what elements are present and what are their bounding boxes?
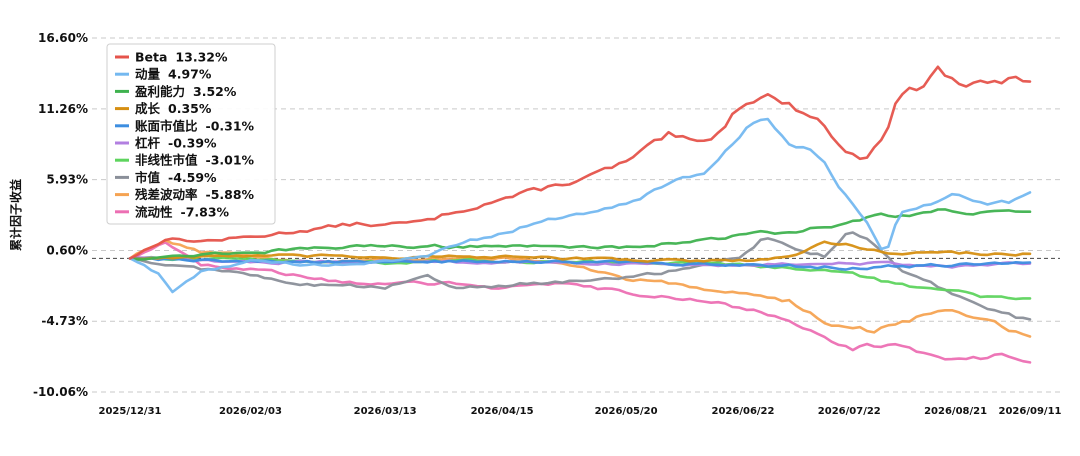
legend-series-value: 4.97% — [168, 67, 212, 82]
legend-series-name: 残差波动率 — [135, 187, 198, 202]
legend-series-name: 盈利能力 — [134, 84, 185, 99]
x-tick-label: 2026/02/03 — [219, 406, 282, 417]
legend-series-name: 成长 — [135, 101, 161, 116]
legend-series-value: -4.59% — [168, 170, 217, 185]
x-tick-label: 2026/08/21 — [924, 406, 987, 417]
y-axis-label: 累计因子收益 — [8, 179, 23, 251]
series-line — [128, 208, 1032, 261]
legend-series-value: -5.88% — [206, 187, 255, 202]
legend-entry: 盈利能力 3.52% — [134, 84, 237, 99]
series-lines — [128, 65, 1032, 364]
legend-series-name: Beta — [135, 50, 167, 65]
legend-series-value: 3.52% — [193, 84, 237, 99]
y-tick-label: 5.93% — [46, 173, 88, 187]
legend-series-name: 市值 — [135, 170, 161, 185]
x-tick-label: 2026/06/22 — [712, 406, 775, 417]
legend-series-name: 杠杆 — [135, 136, 161, 151]
y-tick-label: -10.06% — [33, 385, 88, 399]
legend-entry: Beta 13.32% — [135, 50, 228, 65]
x-tick-label: 2026/09/11 — [999, 406, 1062, 417]
legend-series-name: 动量 — [135, 67, 161, 82]
y-tick-label: -4.73% — [41, 314, 88, 328]
series-line — [128, 240, 1032, 263]
legend-entry: 残差波动率 -5.88% — [135, 187, 255, 202]
legend-box — [106, 43, 276, 225]
series-line — [128, 65, 1032, 260]
legend-entry: 非线性市值 -3.01% — [135, 153, 255, 168]
legend-entry: 成长 0.35% — [135, 101, 212, 116]
x-tick-label: 2026/05/20 — [595, 406, 658, 417]
series-line — [128, 231, 1032, 321]
y-tick-label: 11.26% — [38, 102, 88, 116]
x-tick-label: 2026/04/15 — [471, 406, 534, 417]
legend-series-name: 非线性市值 — [135, 153, 198, 168]
x-tick-label: 2026/03/13 — [354, 406, 417, 417]
y-tick-label: 16.60% — [38, 31, 88, 45]
legend-entry: 杠杆 -0.39% — [135, 136, 217, 151]
x-tick-label: 2025/12/31 — [99, 406, 162, 417]
legend-series-value: 0.35% — [168, 101, 212, 116]
x-tick-label: 2026/07/22 — [818, 406, 881, 417]
legend-entry: 流动性 -7.83% — [135, 204, 230, 219]
x-axis-ticks: 2025/12/31 2026/02/03 2026/03/13 2026/04/15… — [99, 406, 1062, 417]
legend-series-name: 流动性 — [135, 204, 173, 219]
legend-series-value: 13.32% — [175, 50, 228, 65]
series-line — [128, 117, 1032, 294]
legend-entry: 账面市值比 -0.31% — [135, 118, 255, 133]
y-axis-ticks: 16.60% 11.26% 5.93% 0.60% -4.73% -10.06% — [33, 31, 88, 399]
y-tick-label: 0.60% — [46, 243, 88, 257]
legend-series-value: -0.31% — [206, 118, 255, 133]
series-line — [128, 241, 1032, 364]
legend-series-value: -0.39% — [168, 136, 217, 151]
legend-series-name: 账面市值比 — [135, 118, 198, 133]
legend-series-value: -7.83% — [181, 204, 230, 219]
legend-entry: 动量 4.97% — [135, 67, 212, 82]
legend: Beta 13.32% 动量 4.97% 盈利能力 3.52% 成长 0.35% 账面市值比 -0… — [106, 43, 276, 225]
legend-series-value: -3.01% — [206, 153, 255, 168]
legend-entry: 市值 -4.59% — [135, 170, 217, 185]
